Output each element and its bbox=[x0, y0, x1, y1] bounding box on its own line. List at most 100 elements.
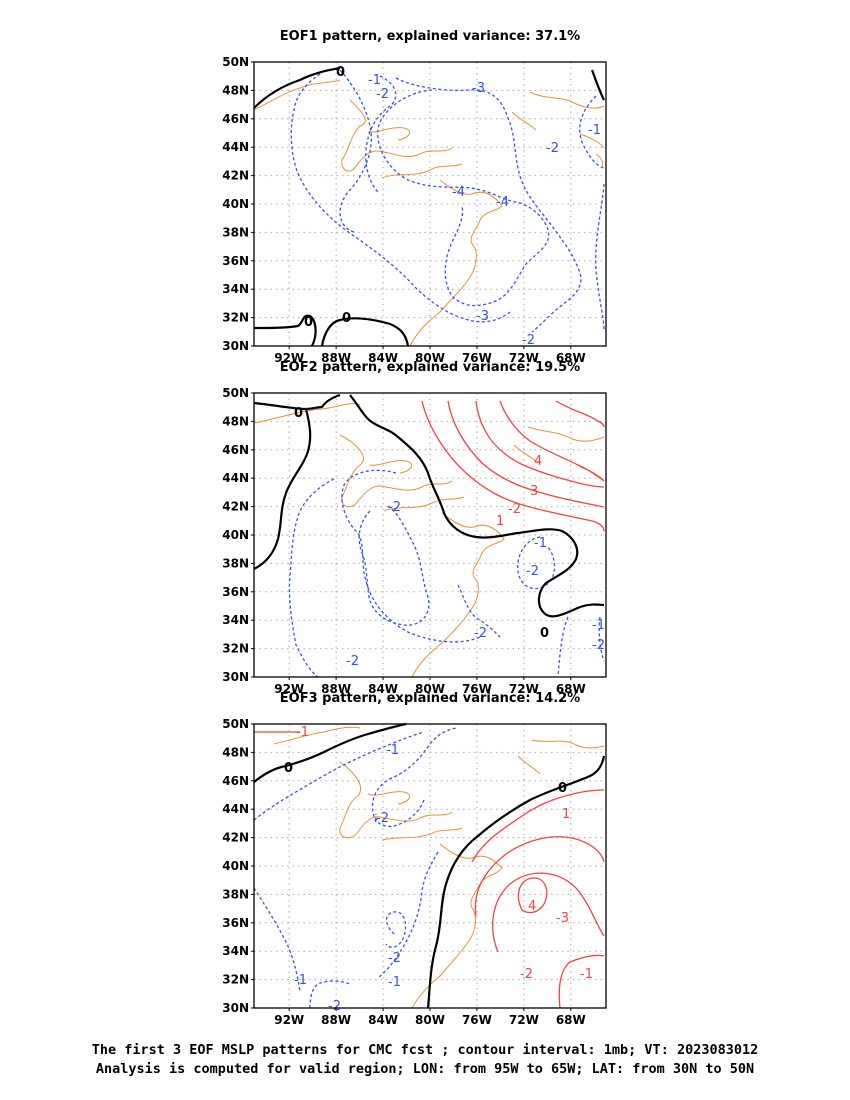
lon-tick-label: 92W bbox=[274, 351, 304, 365]
svg-text:-2: -2 bbox=[522, 333, 535, 348]
lat-tick-label: 34N bbox=[222, 613, 249, 627]
svg-text:-1: -1 bbox=[588, 123, 601, 138]
svg-text:-2: -2 bbox=[328, 999, 341, 1014]
eof2-panel: EOF2 pattern, explained variance: 19.5% … bbox=[200, 360, 620, 696]
svg-text:-3: -3 bbox=[472, 81, 485, 96]
lat-tick-label: 50N bbox=[222, 55, 249, 69]
lat-tick-label: 48N bbox=[222, 414, 249, 428]
frame bbox=[253, 723, 607, 1009]
lon-tick-label: 72W bbox=[509, 682, 539, 696]
lon-tick-label: 88W bbox=[321, 1013, 351, 1027]
coastlines bbox=[273, 726, 605, 1009]
svg-text:-2: -2 bbox=[526, 564, 539, 579]
lat-tick-label: 46N bbox=[222, 112, 249, 126]
contour-labels: -1 0 -1 -2 0 1 4 -3 -2 -1 -2 -1 -1 -2 bbox=[284, 725, 593, 1014]
svg-text:-2: -2 bbox=[376, 87, 389, 102]
svg-text:-2: -2 bbox=[388, 951, 401, 966]
lat-tick-label: 36N bbox=[222, 585, 249, 599]
lat-tick-label: 30N bbox=[222, 1001, 249, 1015]
frame bbox=[253, 61, 607, 347]
svg-text:-1: -1 bbox=[296, 725, 309, 740]
lon-tick-label: 88W bbox=[321, 682, 351, 696]
figure-caption: The first 3 EOF MSLP patterns for CMC fc… bbox=[0, 1041, 850, 1079]
svg-text:-1: -1 bbox=[534, 536, 547, 551]
svg-text:0: 0 bbox=[336, 65, 345, 80]
lon-axis-labels: 92W 88W 84W 80W 76W 72W 68W bbox=[274, 346, 586, 365]
grid-lines bbox=[254, 393, 606, 677]
lon-tick-label: 68W bbox=[556, 682, 586, 696]
svg-text:0: 0 bbox=[304, 315, 313, 330]
lat-tick-label: 46N bbox=[222, 774, 249, 788]
svg-text:-1: -1 bbox=[388, 975, 401, 990]
lon-tick-label: 80W bbox=[415, 682, 445, 696]
eof3-panel: EOF3 pattern, explained variance: 14.2% … bbox=[200, 691, 620, 1027]
svg-text:-2: -2 bbox=[546, 141, 559, 156]
svg-text:-4: -4 bbox=[452, 185, 465, 200]
coastlines bbox=[253, 79, 605, 347]
lon-tick-label: 80W bbox=[415, 1013, 445, 1027]
lon-tick-label: 84W bbox=[368, 351, 398, 365]
lat-tick-label: 34N bbox=[222, 944, 249, 958]
negative-contours bbox=[290, 69, 605, 333]
lat-tick-label: 38N bbox=[222, 556, 249, 570]
svg-text:-2: -2 bbox=[474, 626, 487, 641]
svg-text:-4: -4 bbox=[496, 195, 509, 210]
lat-tick-label: 44N bbox=[222, 471, 249, 485]
panel-title: EOF2 pattern, explained variance: 19.5% bbox=[279, 360, 581, 375]
lat-tick-label: 32N bbox=[222, 973, 249, 987]
svg-text:-1: -1 bbox=[580, 967, 593, 982]
svg-text:-2: -2 bbox=[388, 500, 401, 515]
zero-contours bbox=[253, 66, 605, 347]
positive-contours bbox=[421, 400, 605, 532]
grid-lines bbox=[254, 62, 606, 346]
eof1-panel: EOF1 pattern, explained variance: 37.1% … bbox=[200, 29, 620, 365]
svg-text:-3: -3 bbox=[476, 309, 489, 324]
lat-tick-label: 36N bbox=[222, 254, 249, 268]
svg-text:-1: -1 bbox=[368, 73, 381, 88]
lon-tick-label: 76W bbox=[462, 1013, 492, 1027]
svg-text:-2: -2 bbox=[592, 638, 605, 653]
lat-tick-label: 32N bbox=[222, 311, 249, 325]
grid-lines bbox=[254, 724, 606, 1008]
contour-labels: 0 -2 -2 4 3 -2 1 -1 -2 0 -1 -2 -2 bbox=[294, 406, 605, 669]
svg-text:1: 1 bbox=[496, 514, 504, 529]
svg-text:-2: -2 bbox=[346, 654, 359, 669]
caption-line-1: The first 3 EOF MSLP patterns for CMC fc… bbox=[91, 1042, 759, 1058]
lat-tick-label: 30N bbox=[222, 339, 249, 353]
negative-contours bbox=[288, 469, 605, 678]
lat-tick-label: 50N bbox=[222, 717, 249, 731]
lon-tick-label: 76W bbox=[462, 351, 492, 365]
svg-text:0: 0 bbox=[284, 761, 293, 776]
lon-axis-labels: 92W 88W 84W 80W 76W 72W 68W bbox=[274, 677, 586, 696]
lon-tick-label: 80W bbox=[415, 351, 445, 365]
lat-tick-label: 40N bbox=[222, 859, 249, 873]
contour-labels: 0 -1 -2 -3 -1 -2 -4 -4 0 0 -3 -2 bbox=[304, 65, 601, 348]
lat-tick-label: 48N bbox=[222, 745, 249, 759]
svg-text:-1: -1 bbox=[386, 743, 399, 758]
lat-tick-label: 44N bbox=[222, 140, 249, 154]
positive-contours bbox=[253, 731, 605, 1009]
lon-tick-label: 72W bbox=[509, 351, 539, 365]
lat-axis-labels: 50N 48N 46N 44N 42N 40N 38N 36N 34N 32N 30N bbox=[222, 386, 254, 684]
lon-tick-label: 68W bbox=[556, 1013, 586, 1027]
lon-tick-label: 72W bbox=[509, 1013, 539, 1027]
caption-line-2: Analysis is computed for valid region; L… bbox=[95, 1061, 755, 1077]
coastlines bbox=[253, 403, 605, 678]
svg-text:4: 4 bbox=[534, 454, 542, 469]
svg-text:0: 0 bbox=[558, 781, 567, 796]
negative-contours bbox=[253, 727, 457, 1009]
svg-text:4: 4 bbox=[528, 899, 536, 914]
lat-tick-label: 48N bbox=[222, 83, 249, 97]
frame bbox=[253, 392, 607, 678]
lat-tick-label: 42N bbox=[222, 169, 249, 183]
lat-tick-label: 42N bbox=[222, 500, 249, 514]
svg-text:1: 1 bbox=[562, 807, 570, 822]
lat-tick-label: 36N bbox=[222, 916, 249, 930]
lon-tick-label: 84W bbox=[368, 682, 398, 696]
eof1-map: 50N 48N 46N 44N 42N 40N 38N 36N 34N 32N 30N 92W 88W… bbox=[222, 55, 607, 365]
lon-tick-label: 92W bbox=[274, 1013, 304, 1027]
svg-text:0: 0 bbox=[540, 626, 549, 641]
lat-axis-labels: 50N 48N 46N 44N 42N 40N 38N 36N 34N 32N 30N bbox=[222, 55, 254, 353]
lat-tick-label: 38N bbox=[222, 887, 249, 901]
zero-contours bbox=[253, 393, 605, 618]
